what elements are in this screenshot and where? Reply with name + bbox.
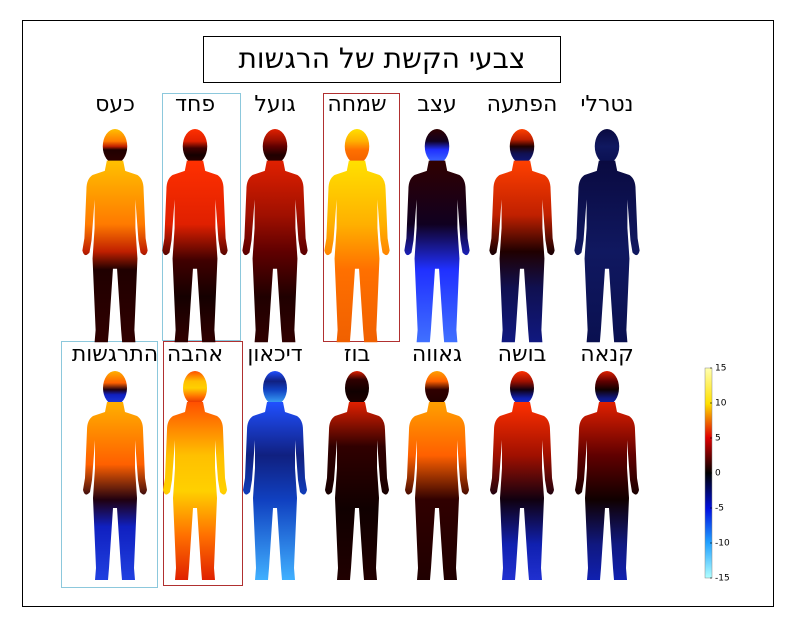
body-map: [83, 371, 147, 580]
body-map: [243, 371, 307, 580]
colorbar-tick-label: -15: [715, 574, 730, 584]
emotion-label: התרגשות: [72, 342, 158, 367]
colorbar-tick-label: -5: [715, 504, 724, 514]
colorbar-tick-label: -10: [715, 539, 730, 549]
body-map: [405, 371, 469, 580]
body-map: [575, 371, 639, 580]
emotion-label: דיכאון: [247, 342, 302, 367]
title-box: [203, 36, 561, 83]
title: צבעי הקשת של הרגשות: [239, 42, 526, 75]
body-map: [82, 129, 148, 343]
emotion-label: נטרלי: [581, 92, 634, 117]
colorbar-tick-label: 15: [715, 364, 726, 374]
emotion-label: אהבה: [167, 342, 223, 367]
emotion-label: פחד: [175, 92, 215, 117]
emotion-label: שמחה: [327, 92, 386, 117]
emotion-label: גאווה: [412, 342, 462, 367]
body-map: [325, 371, 389, 580]
highlight-box: [323, 93, 400, 342]
body-map: [163, 371, 227, 580]
highlight-box: [61, 341, 158, 588]
body-map: [324, 129, 390, 343]
body-map: [242, 129, 308, 343]
emotion-label: עצב: [417, 92, 457, 117]
frame: [22, 20, 774, 607]
colorbar-tick-label: 10: [715, 399, 727, 409]
body-map: [404, 129, 470, 343]
emotion-label: קנאה: [580, 342, 634, 367]
body-map: [489, 129, 555, 343]
body-map: [162, 129, 228, 343]
emotion-label: בוז: [344, 342, 370, 367]
highlight-box: [162, 93, 241, 341]
colorbar-tick-label: 5: [715, 434, 721, 444]
colorbar-tick-label: 0: [715, 469, 721, 479]
emotion-label: הפתעה: [487, 92, 558, 117]
emotion-label: כעס: [95, 92, 135, 117]
emotion-label: גועל: [254, 92, 295, 117]
emotion-label: בושה: [498, 342, 547, 367]
body-map: [490, 371, 554, 580]
body-map: [574, 129, 640, 343]
